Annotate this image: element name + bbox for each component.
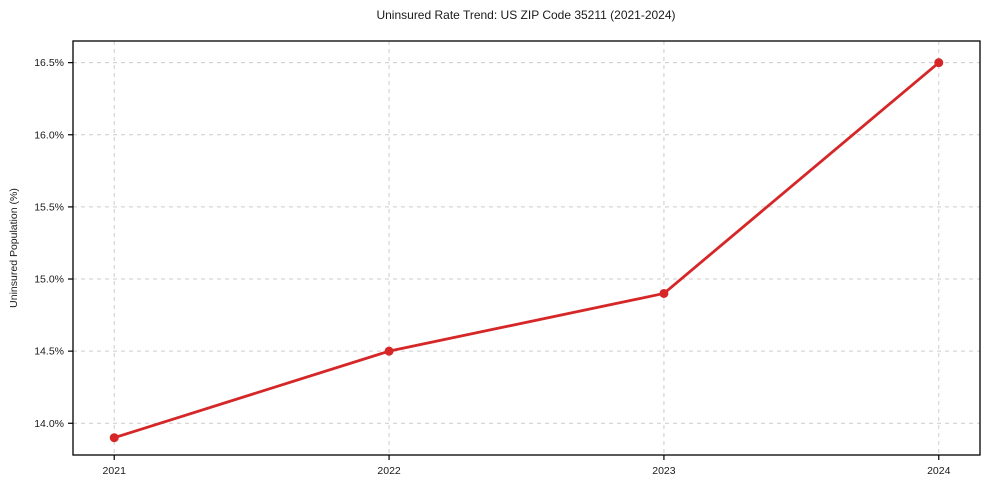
y-tick-label: 16.0% <box>34 129 64 141</box>
y-tick-label: 16.5% <box>34 57 64 69</box>
trend-line <box>112 61 941 440</box>
x-tick-label: 2024 <box>927 465 951 477</box>
y-tick-label: 15.5% <box>34 201 64 213</box>
data-point-marker <box>934 58 944 68</box>
plot-border <box>72 40 981 456</box>
data-point-marker <box>659 288 669 298</box>
y-tick-label: 15.0% <box>34 274 64 286</box>
chart-title: Uninsured Rate Trend: US ZIP Code 35211 … <box>376 8 676 22</box>
x-tick-label: 2023 <box>652 465 676 477</box>
y-tick-label: 14.5% <box>34 346 64 358</box>
x-tick-label: 2022 <box>377 465 401 477</box>
data-point-marker <box>384 346 394 356</box>
data-point-marker <box>109 433 119 443</box>
y-tick-label: 14.0% <box>34 418 64 430</box>
x-tick-label: 2021 <box>103 465 127 477</box>
